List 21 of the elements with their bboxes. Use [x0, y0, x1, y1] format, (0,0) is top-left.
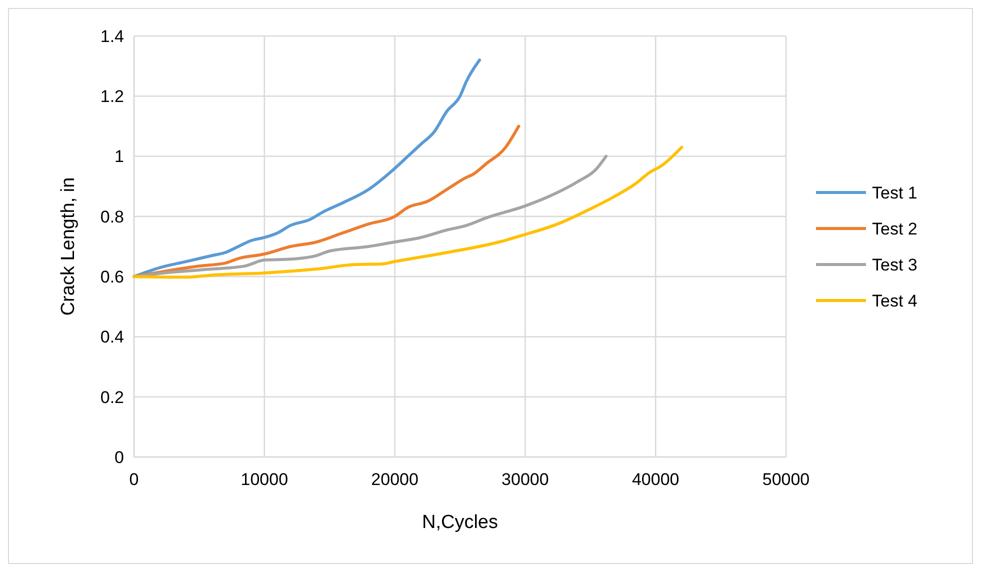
- x-tick-label: 20000: [371, 470, 418, 489]
- line-series: [132, 146, 684, 279]
- y-tick-label: 1: [114, 147, 124, 166]
- legend-label: Test 2: [872, 219, 918, 238]
- x-tick-label: 10000: [240, 470, 288, 489]
- x-axis-title: N,Cycles: [422, 512, 498, 533]
- y-tick-label: 0.4: [100, 328, 124, 347]
- y-tick-label: 0.8: [100, 207, 124, 226]
- legend-label: Test 1: [872, 183, 918, 202]
- y-tick-label: 0: [114, 448, 124, 467]
- y-axis-title: Crack Length, in: [58, 177, 79, 316]
- legend-label: Test 3: [872, 255, 918, 274]
- y-tick-label: 1.2: [100, 87, 124, 106]
- y-tick-label: 0.2: [100, 388, 124, 407]
- legend-label: Test 4: [872, 291, 918, 310]
- y-tick-label: 0.6: [100, 268, 124, 287]
- x-tick-label: 40000: [632, 470, 680, 489]
- x-tick-label: 0: [129, 470, 139, 489]
- x-tick-label: 30000: [502, 470, 549, 489]
- x-tick-label: 50000: [762, 470, 810, 489]
- y-tick-label: 1.4: [100, 26, 124, 46]
